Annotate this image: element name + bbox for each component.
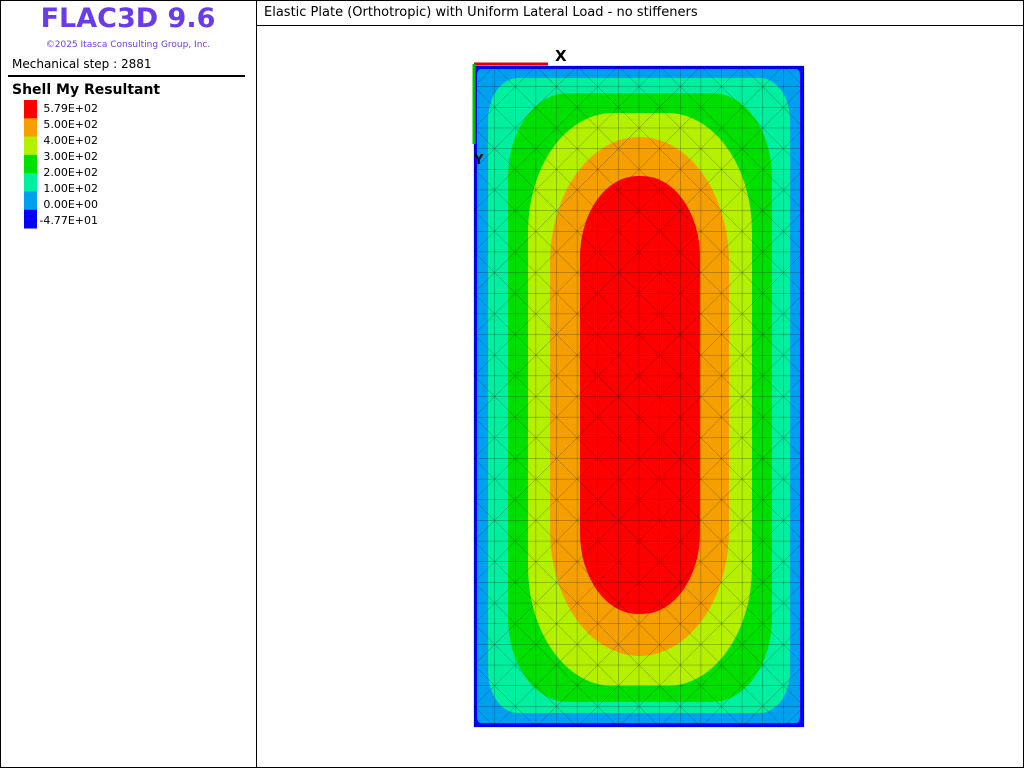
legend-label: 5.00E+02	[43, 118, 98, 131]
separator	[8, 75, 245, 77]
step-label: Mechanical step : 2881	[12, 57, 152, 71]
x-axis-label: X	[555, 47, 567, 65]
legend-label: 1.00E+02	[43, 182, 98, 195]
legend-label: -4.77E+01	[39, 214, 98, 227]
legend-swatch	[24, 209, 37, 229]
plot-title: Elastic Plate (Orthotropic) with Uniform…	[264, 5, 698, 20]
legend-swatch	[24, 118, 37, 138]
legend-label: 0.00E+00	[43, 198, 98, 211]
copyright: ©2025 Itasca Consulting Group, Inc.	[45, 40, 211, 50]
legend-label: 2.00E+02	[43, 166, 98, 179]
legend-label: 4.00E+02	[43, 134, 98, 147]
legend-swatch	[24, 100, 37, 119]
legend-swatch	[24, 154, 37, 174]
title-divider	[256, 25, 1024, 26]
legend-swatch	[24, 136, 37, 156]
product-name: FLAC3D 9.6	[40, 3, 216, 34]
legend-swatch	[24, 191, 37, 211]
contour-band	[580, 176, 700, 614]
legend-label: 5.79E+02	[43, 102, 98, 115]
legend-label: 3.00E+02	[43, 150, 98, 163]
mesh	[473, 65, 805, 728]
legend-swatch	[24, 173, 37, 192]
legend-title: Shell My Resultant	[12, 82, 161, 98]
y-axis-label: Y	[473, 153, 484, 168]
panel-divider	[256, 0, 257, 768]
